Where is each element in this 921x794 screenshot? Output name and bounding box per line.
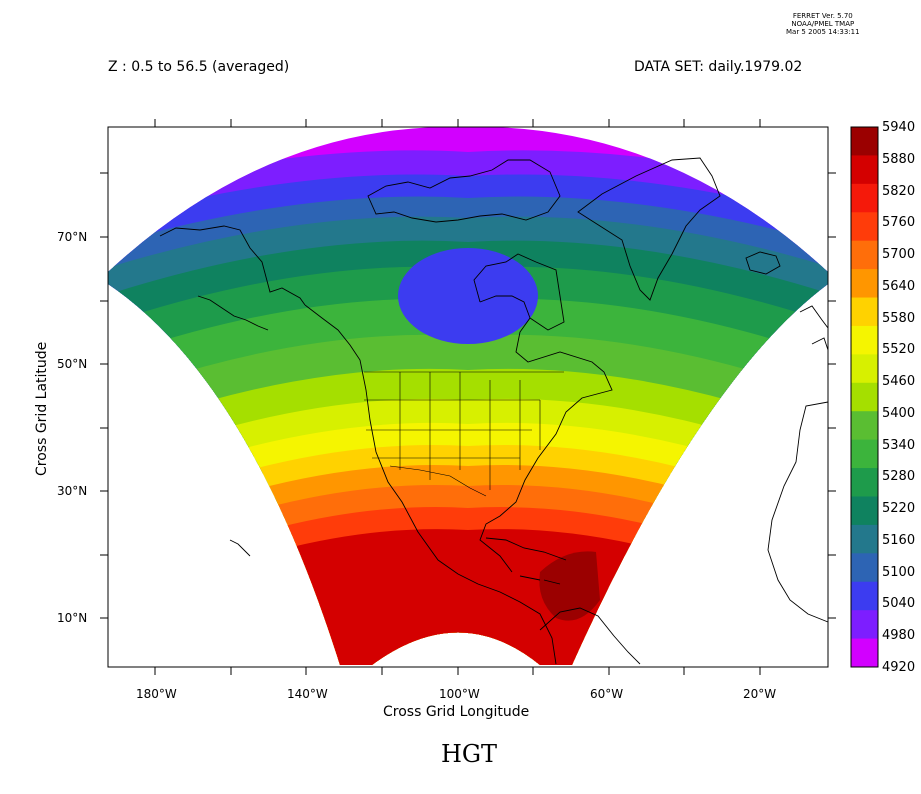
colorbar-label: 5520 [882, 342, 916, 358]
hgt-contour-bands [108, 126, 828, 666]
x-tick-label: 140°W [287, 687, 328, 701]
colorbar-swatch [851, 127, 878, 156]
coastline-arctic-islands [367, 159, 561, 223]
coastline-caribbean [485, 537, 567, 585]
colorbar-swatch [851, 524, 878, 554]
colorbar-label: 4920 [882, 660, 916, 675]
coastlines [159, 157, 829, 665]
dataset-label: DATA SET: daily.1979.02 [634, 59, 803, 75]
colorbar-label: 5880 [882, 151, 916, 167]
colorbar-swatch [851, 411, 878, 441]
y-tick-label: 30°N [57, 484, 88, 498]
plot-frame [107, 126, 829, 668]
colorbar-swatch [851, 212, 878, 242]
colorbar-label: 5700 [882, 247, 916, 263]
colorbar-label: 5820 [882, 183, 916, 199]
colorbar-label: 5280 [882, 469, 916, 485]
plot-title: HGT [440, 740, 498, 768]
y-tick-label: 70°N [57, 230, 88, 244]
x-tick-label: 60°W [590, 687, 624, 701]
ferret-org: NOAA/PMEL TMAP [791, 20, 855, 28]
coastline-europe [799, 305, 829, 351]
colorbar-swatch [851, 496, 878, 526]
x-tick-label: 180°W [136, 687, 177, 701]
colorbar-label: 5940 [882, 120, 916, 135]
y-tick-label: 10°N [57, 611, 88, 625]
colorbar-swatch [851, 638, 878, 668]
colorbar-label: 4980 [882, 628, 916, 644]
colorbar [850, 126, 879, 668]
coastline-hawaii [229, 539, 251, 557]
colorbar-label: 5460 [882, 374, 916, 390]
y-axis-label: Cross Grid Latitude [34, 341, 50, 476]
colorbar-label: 5760 [882, 215, 916, 231]
colorbar-label: 5160 [882, 532, 916, 548]
mexico-border [389, 465, 487, 497]
colorbar-swatch [851, 553, 878, 583]
colorbar-swatch [851, 468, 878, 497]
coastline-aleutians [197, 295, 269, 331]
ferret-date: Mar 5 2005 14:33:11 [786, 28, 860, 36]
x-axis-ticks [154, 119, 761, 675]
colorbar-label: 5100 [882, 564, 916, 580]
colorbar-swatch [851, 382, 878, 412]
coastline-south-america [539, 607, 641, 665]
hgt-high-center [539, 551, 600, 621]
colorbar-swatch [851, 325, 878, 355]
colorbar-swatch [851, 610, 878, 640]
coastline-iceland [745, 251, 781, 275]
colorbar-swatch [851, 240, 878, 270]
colorbar-label: 5640 [882, 278, 916, 294]
colorbar-swatch [851, 439, 878, 469]
y-tick-label: 50°N [57, 357, 88, 371]
y-axis-ticks [100, 172, 836, 619]
coastline-western-north-america [304, 304, 557, 665]
coastline-eastern-north-america [479, 295, 613, 573]
colorbar-swatch [851, 297, 878, 327]
hgt-band-5880 [108, 529, 828, 666]
x-axis-label: Cross Grid Longitude [383, 704, 530, 720]
colorbar-label: 5220 [882, 501, 916, 517]
coastline-greenland [577, 157, 721, 301]
colorbar-label: 5400 [882, 405, 916, 421]
x-tick-label: 100°W [439, 687, 480, 701]
colorbar-label: 5340 [882, 437, 916, 453]
z-range-label: Z : 0.5 to 56.5 (averaged) [108, 59, 290, 75]
colorbar-swatch [851, 354, 878, 384]
colorbar-swatch [851, 269, 878, 299]
colorbar-swatch [851, 155, 878, 185]
colorbar-swatch [851, 183, 878, 213]
state-borders [364, 371, 564, 490]
colorbar-label: 5040 [882, 596, 916, 612]
coastline-africa [767, 401, 829, 623]
ferret-stamp: FERRET Ver. 5.70 NOAA/PMEL TMAP Mar 5 20… [786, 12, 860, 36]
colorbar-swatch [851, 581, 878, 611]
colorbar-label: 5580 [882, 310, 916, 326]
colorbar-frame [850, 126, 879, 668]
coastline-hudson-bay [473, 253, 565, 331]
ferret-version: FERRET Ver. 5.70 [792, 12, 853, 20]
coastline-alaska [159, 225, 306, 306]
x-tick-label: 20°W [743, 687, 777, 701]
hgt-low-center [398, 248, 538, 344]
